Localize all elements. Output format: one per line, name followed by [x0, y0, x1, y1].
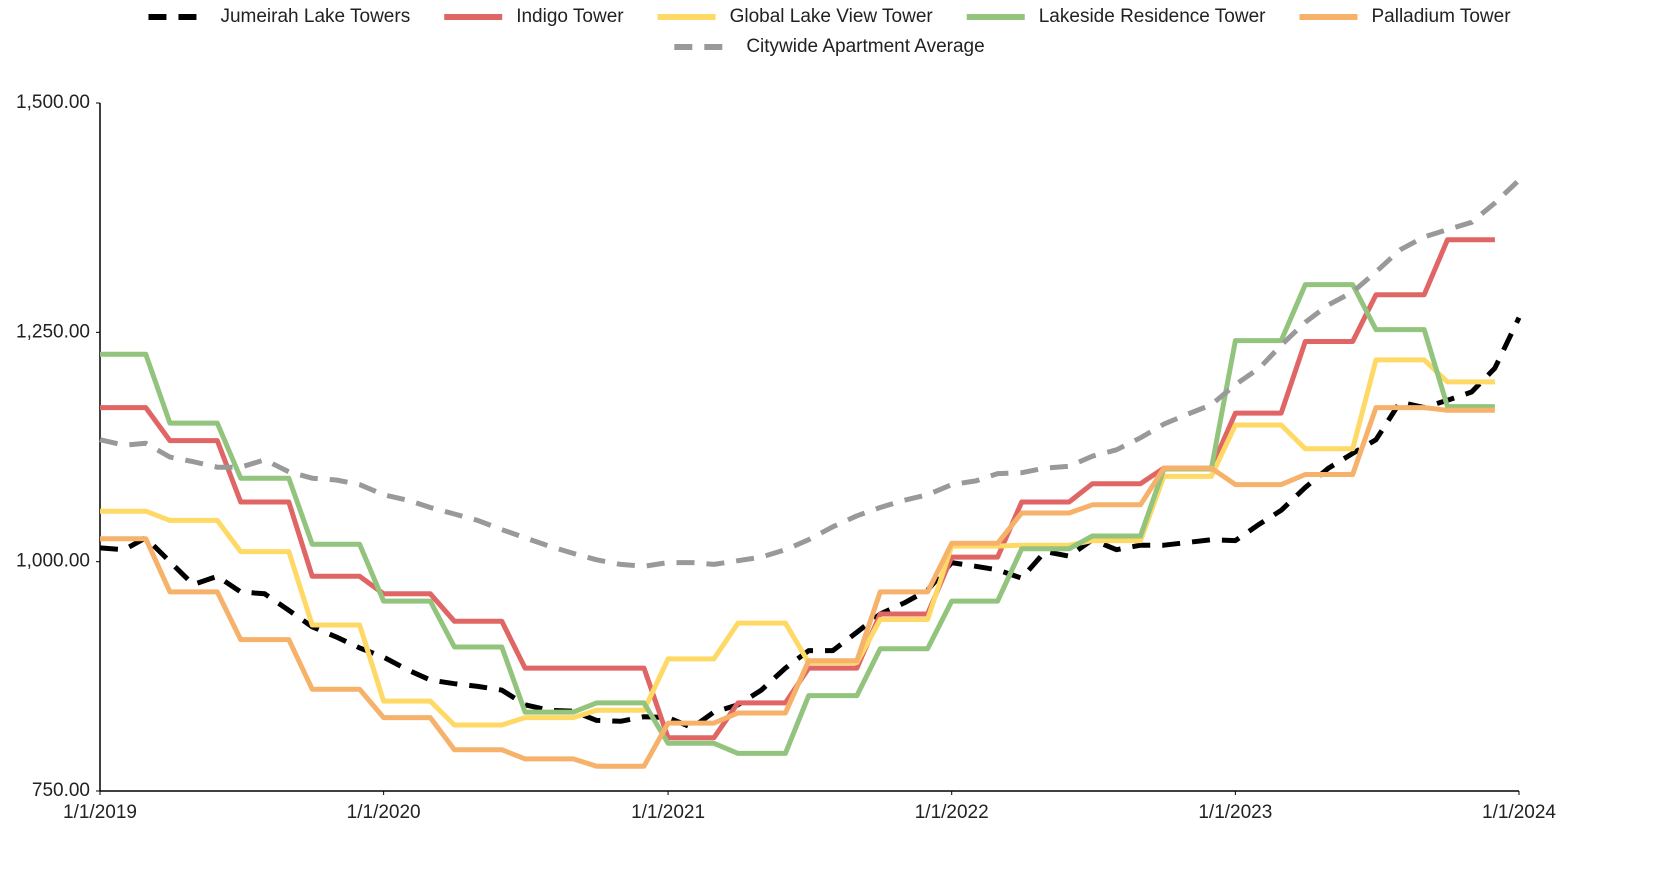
series-line	[99, 178, 1521, 569]
series-line	[100, 357, 1495, 728]
series-line	[100, 282, 1495, 756]
legend-label: Indigo Tower	[516, 6, 624, 27]
x-tick-label: 1/1/2023	[1198, 802, 1272, 823]
series-line	[100, 237, 1495, 741]
x-tick-label: 1/1/2019	[63, 802, 137, 823]
y-tick-label: 1,000.00	[16, 551, 90, 572]
y-tick-label: 1,250.00	[16, 321, 90, 342]
x-tick-label: 1/1/2020	[347, 802, 421, 823]
legend-label: Palladium Tower	[1371, 6, 1511, 27]
y-tick-label: 750.00	[32, 780, 90, 801]
legend-label: Global Lake View Tower	[730, 6, 934, 27]
x-tick-label: 1/1/2024	[1482, 802, 1556, 823]
legend-label: Jumeirah Lake Towers	[220, 6, 410, 27]
legend-row: Citywide Apartment Average	[674, 36, 985, 57]
x-tick-label: 1/1/2021	[631, 802, 705, 823]
legend-row: Jumeirah Lake Towers Indigo Tower Global L…	[148, 6, 1511, 27]
x-tick-label: 1/1/2022	[915, 802, 989, 823]
series-line	[100, 405, 1495, 769]
y-tick-label: 1,500.00	[16, 92, 90, 113]
legend-label: Citywide Apartment Average	[746, 36, 984, 57]
legend-label: Lakeside Residence Tower	[1039, 6, 1266, 27]
series-line	[99, 316, 1522, 731]
